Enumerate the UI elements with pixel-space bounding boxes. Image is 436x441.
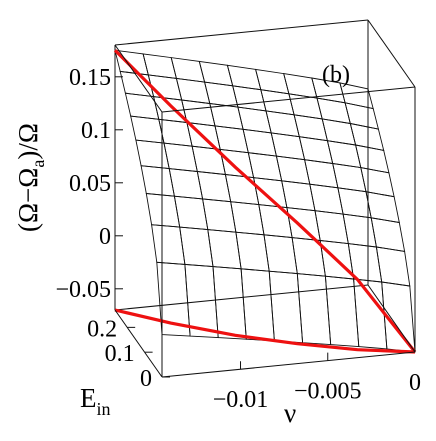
front-box-edges — [114, 19, 416, 378]
z-tick-label: 0 — [99, 224, 111, 250]
surface-patch — [344, 102, 380, 130]
box-edge-back-0 — [114, 284, 369, 311]
boundary-curve-floor — [114, 308, 416, 354]
x-axis-title: ν — [284, 398, 296, 428]
boundary-curve-surface — [113, 49, 417, 353]
surface-patch — [375, 246, 411, 287]
y-tick-label: 0.2 — [87, 316, 117, 342]
y-axis-title: Ein — [80, 383, 111, 419]
z-tick-label: 0.15 — [69, 65, 111, 91]
surface — [114, 49, 416, 353]
box-edge-front-7 — [367, 19, 416, 88]
box-edge-front-5 — [161, 86, 416, 113]
box-edge-front-2 — [114, 309, 163, 378]
box-edge-front-1 — [367, 284, 416, 353]
surface-patch — [349, 122, 385, 151]
x-tick-label: −0.005 — [294, 379, 362, 405]
x-tick-label: 0 — [409, 370, 421, 396]
z-tick-label: −0.05 — [55, 277, 111, 303]
x-tick-label: −0.01 — [213, 387, 269, 413]
panel-label: (b) — [322, 62, 350, 88]
box-edge-back-3 — [114, 19, 369, 46]
y-tick-label: 0 — [140, 366, 152, 392]
surface-patch — [370, 217, 406, 252]
box-edge-front-6 — [114, 44, 163, 113]
z-tick-label: 0.05 — [69, 171, 111, 197]
box-edge-front-0 — [161, 351, 416, 378]
z-axis-title: (Ω−Ωa)/Ω — [13, 123, 48, 232]
back-box-edges — [114, 19, 369, 311]
z-tick-label: 0.1 — [81, 118, 111, 144]
y-tick-label: 0.1 — [105, 341, 135, 367]
